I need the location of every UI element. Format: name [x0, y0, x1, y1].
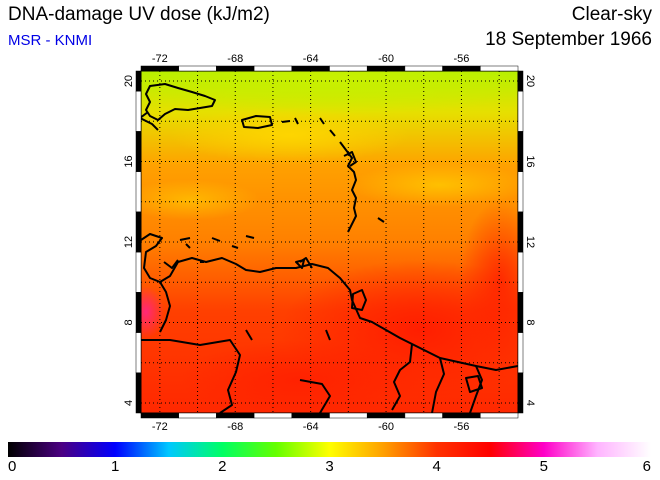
lat-tick-label: 12 — [123, 236, 135, 248]
lat-tick-label: 8 — [123, 319, 135, 325]
border-bar-left — [135, 90, 142, 132]
lon-tick-label: -60 — [378, 421, 394, 433]
border-bar-bottom — [140, 412, 179, 419]
lon-tick-label: -64 — [303, 53, 319, 65]
border-bar-top — [291, 65, 330, 72]
border-bar-bottom — [291, 412, 330, 419]
map-border-bars — [135, 65, 524, 419]
border-bar-bottom — [329, 412, 368, 419]
lon-tick-label: -60 — [378, 53, 394, 65]
sky-condition-label: Clear-sky — [571, 4, 652, 25]
colorbar-tick-label: 0 — [8, 458, 17, 475]
border-bar-bottom — [480, 412, 519, 419]
lat-tick-label: 20 — [524, 75, 536, 87]
border-bar-top — [442, 65, 481, 72]
colorbar-tick-label: 6 — [642, 458, 651, 475]
border-bar-left — [135, 372, 142, 414]
border-bar-left — [135, 251, 142, 293]
lat-tick-label: 20 — [123, 75, 135, 87]
lon-tick-label: -72 — [152, 53, 168, 65]
date-label: 18 September 1966 — [485, 29, 652, 50]
border-bar-left — [135, 211, 142, 253]
colorbar-tick-label: 5 — [539, 458, 548, 475]
border-bar-bottom — [366, 412, 406, 419]
border-bar-right — [517, 251, 524, 293]
lat-tick-label: 12 — [524, 236, 536, 248]
lon-tick-label: -56 — [453, 421, 469, 433]
lon-tick-label: -64 — [303, 421, 319, 433]
colorbar-tick-label: 3 — [325, 458, 334, 475]
border-bar-top — [216, 65, 255, 72]
colorbar — [8, 442, 651, 457]
lat-tick-label: 4 — [524, 400, 536, 406]
border-bar-right — [517, 292, 524, 333]
map-title: DNA-damage UV dose (kJ/m2) — [8, 4, 270, 25]
colorbar-tick-label: 1 — [110, 458, 120, 475]
border-bar-right — [517, 171, 524, 213]
lon-tick-label: -68 — [227, 53, 243, 65]
border-bar-top — [480, 65, 519, 72]
border-bar-top — [178, 65, 217, 72]
colorbar-tick-label: 2 — [218, 458, 227, 475]
lon-tick-labels-top: -72 -68 -64 -60 -56 — [152, 53, 470, 65]
lon-tick-label: -72 — [152, 421, 168, 433]
lat-lon-grid — [141, 71, 518, 413]
colorbar-tick-label: 4 — [432, 458, 441, 475]
border-bar-top — [404, 65, 443, 72]
border-bar-left — [135, 131, 142, 172]
border-bar-bottom — [216, 412, 255, 419]
lat-tick-label: 16 — [524, 155, 536, 167]
border-bar-bottom — [253, 412, 293, 419]
lat-tick-labels-right: 4 8 12 16 20 — [524, 75, 536, 406]
uv-field — [141, 71, 518, 413]
lat-tick-label: 4 — [123, 400, 135, 406]
lon-tick-label: -56 — [453, 53, 469, 65]
border-bar-right — [517, 70, 524, 92]
border-bar-top — [140, 65, 179, 72]
border-bar-right — [517, 332, 524, 374]
lon-tick-label: -68 — [227, 421, 243, 433]
border-bar-right — [517, 372, 524, 414]
border-bar-top — [253, 65, 293, 72]
lon-tick-labels-bottom: -72 -68 -64 -60 -56 — [152, 421, 470, 433]
border-bar-top — [366, 65, 406, 72]
border-bar-bottom — [404, 412, 443, 419]
border-bar-bottom — [178, 412, 217, 419]
border-bar-left — [135, 70, 142, 92]
border-bar-right — [517, 211, 524, 253]
border-bar-left — [135, 171, 142, 213]
border-bar-top — [329, 65, 368, 72]
border-bar-right — [517, 90, 524, 132]
lat-tick-label: 8 — [524, 319, 536, 325]
lat-tick-labels-left: 4 8 12 16 20 — [123, 75, 135, 406]
border-bar-bottom — [442, 412, 481, 419]
border-bar-left — [135, 292, 142, 333]
border-bar-left — [135, 332, 142, 374]
border-bar-right — [517, 131, 524, 172]
lat-tick-label: 16 — [123, 155, 135, 167]
source-label: MSR - KNMI — [8, 32, 93, 49]
